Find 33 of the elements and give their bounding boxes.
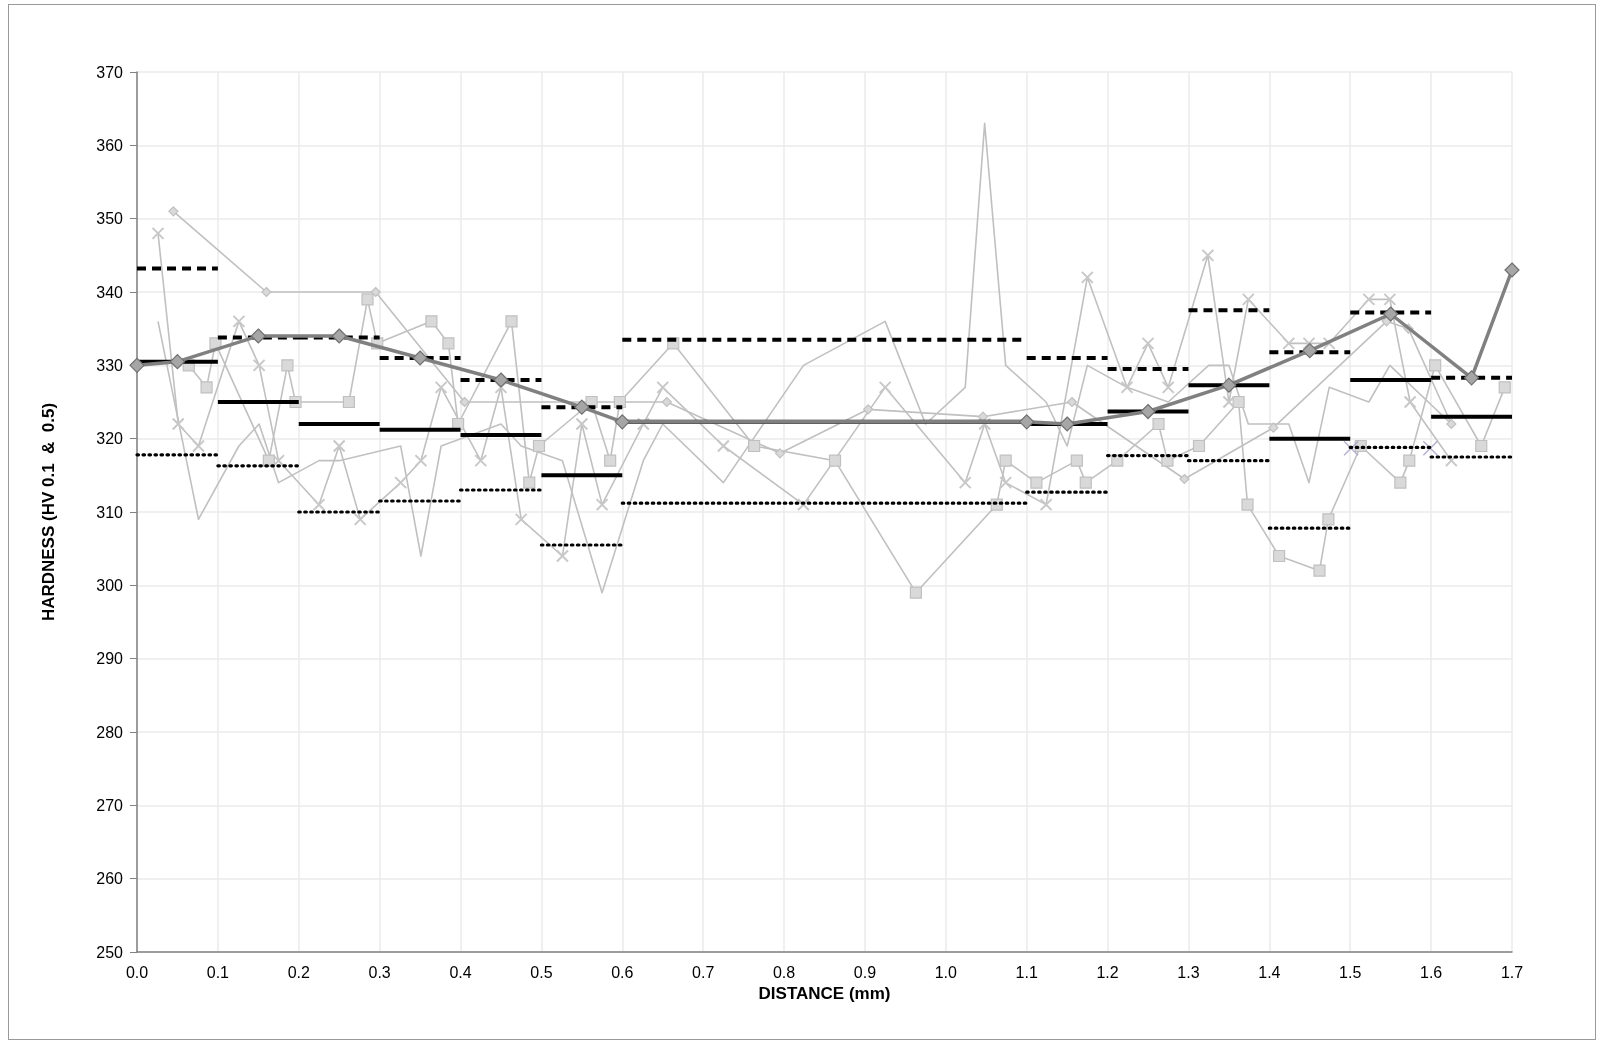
x-tick-label: 0.8 (772, 963, 796, 981)
x-tick-label: 1.3 (1177, 963, 1200, 981)
x-tick-label: 1.1 (1015, 963, 1038, 981)
y-tick-label: 300 (96, 576, 124, 594)
y-tick-label: 340 (96, 283, 124, 301)
x-tick-label: 0.0 (125, 963, 149, 981)
x-tick-label: 0.2 (287, 963, 310, 981)
x-tick-label: 1.5 (1339, 963, 1362, 981)
x-tick-label: 0.6 (611, 963, 634, 981)
y-tick-label: 290 (96, 650, 124, 668)
x-tick-label: 0.9 (853, 963, 877, 981)
y-tick-label: 250 (96, 943, 124, 961)
x-axis-title: DISTANCE (mm) (758, 983, 891, 1003)
x-tick-label: 0.1 (206, 963, 230, 981)
x-tick-label: 1.2 (1096, 963, 1119, 981)
y-tick-label: 320 (96, 430, 124, 448)
y-tick-label: 370 (96, 63, 124, 81)
x-tick-label: 0.5 (530, 963, 553, 981)
x-tick-label: 0.3 (368, 963, 391, 981)
y-tick-label: 310 (96, 503, 124, 521)
y-tick-label: 360 (96, 136, 124, 154)
y-tick-label: 270 (96, 796, 124, 814)
y-tick-label: 260 (96, 870, 124, 888)
x-tick-label: 1.6 (1419, 963, 1443, 981)
x-tick-label: 1.4 (1258, 963, 1281, 981)
y-axis-title: HARDNESS (HV 0.1 & 0.5) (39, 402, 58, 622)
x-tick-label: 1.0 (934, 963, 958, 981)
y-tick-label: 350 (96, 210, 124, 228)
y-tick-label: 280 (96, 723, 124, 741)
y-tick-label: 330 (96, 356, 124, 374)
x-tick-label: 0.4 (449, 963, 472, 981)
x-tick-label: 0.7 (692, 963, 715, 981)
x-tick-label: 1.7 (1500, 963, 1524, 981)
